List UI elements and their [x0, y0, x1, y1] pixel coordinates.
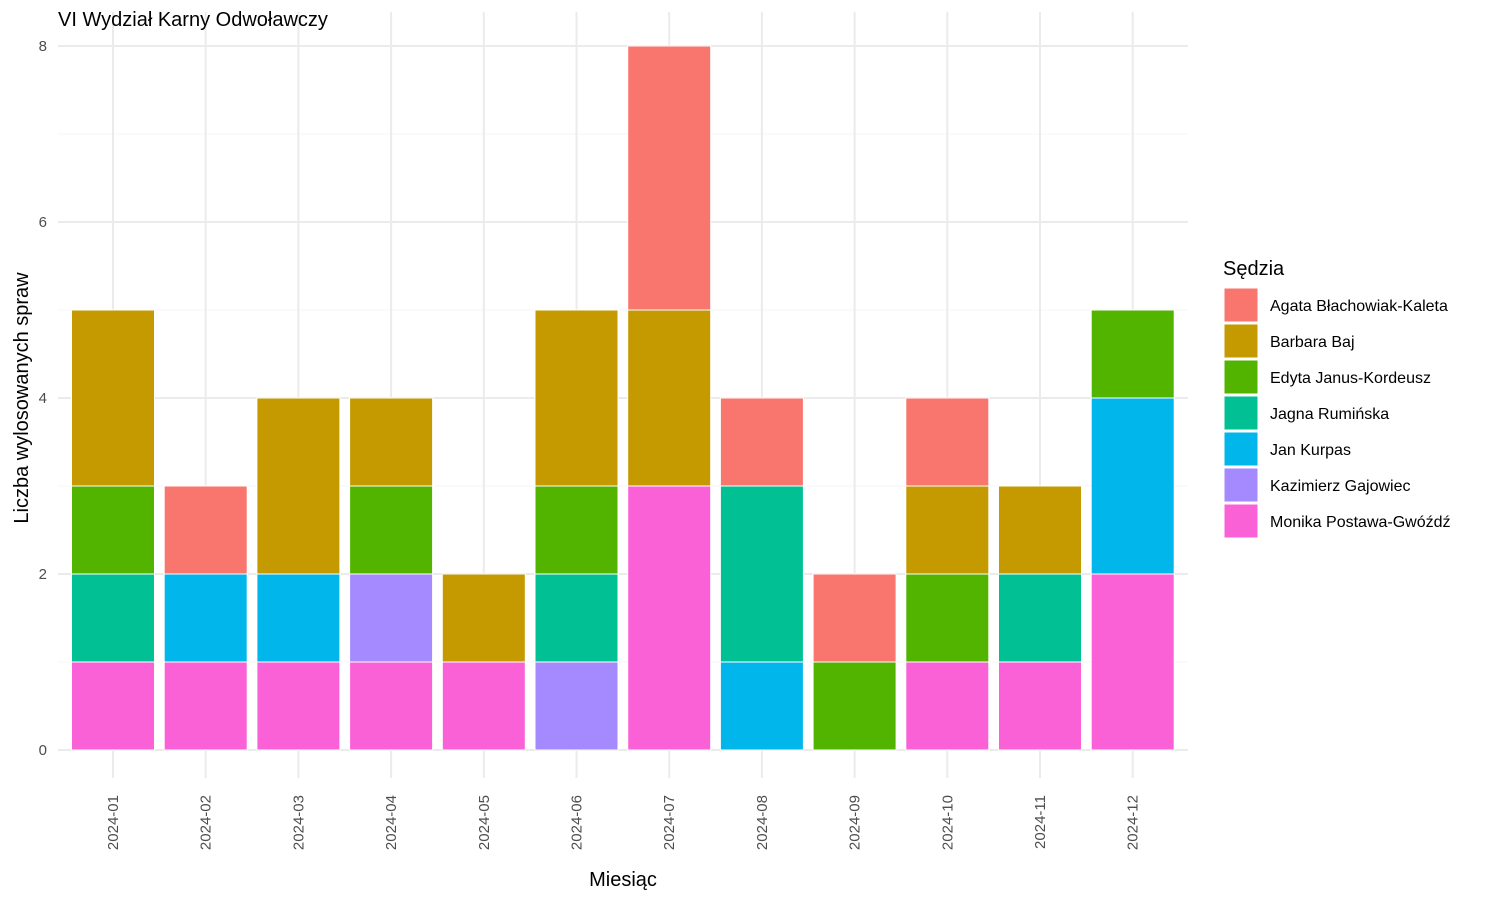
x-tick-label: 2024-02 [198, 795, 215, 850]
bar-segment-2024-07-barbara-baj [627, 309, 712, 487]
x-axis-title: Miesiąc [589, 869, 657, 891]
x-tick-label: 2024-07 [661, 795, 678, 850]
legend-key [1223, 503, 1259, 539]
bar-segment-2024-12-jan-kurpas [1090, 397, 1175, 575]
legend-key [1223, 395, 1259, 431]
x-tick-label: 2024-08 [754, 795, 771, 850]
bar-segment-2024-11-barbara-baj [998, 485, 1082, 575]
x-tick-label: 2024-04 [383, 795, 400, 850]
bar-segment-2024-09-agata-b-achowiak-kaleta [812, 573, 897, 663]
y-tick-label: 0 [39, 742, 47, 759]
bar-segment-2024-12-edyta-janus-kordeusz [1090, 309, 1175, 399]
bar-segment-2024-04-edyta-janus-kordeusz [349, 485, 434, 575]
bar-segment-2024-05-monika-postawa-gwo-z-dz [441, 661, 526, 751]
legend-key [1223, 359, 1259, 395]
bar-segment-2024-01-jagna-rumin-ska [71, 573, 155, 663]
x-tick-label: 2024-11 [1032, 795, 1049, 849]
y-tick-label: 4 [39, 390, 47, 407]
bar-segment-2024-06-barbara-baj [534, 309, 619, 487]
bar-segment-2024-05-barbara-baj [441, 573, 526, 663]
bar-segment-2024-11-jagna-rumin-ska [998, 573, 1082, 663]
x-tick-label: 2024-01 [105, 795, 122, 850]
bar-segment-2024-04-monika-postawa-gwo-z-dz [349, 661, 434, 751]
x-tick-label: 2024-03 [290, 795, 307, 850]
bar-segment-2024-06-edyta-janus-kordeusz [534, 485, 619, 575]
x-tick-label: 2024-05 [476, 795, 493, 850]
legend-label: Barbara Baj [1270, 334, 1355, 351]
bar-segment-2024-08-jagna-rumin-ska [719, 485, 804, 663]
bar-segment-2024-10-monika-postawa-gwo-z-dz [905, 661, 990, 751]
legend-label: Kazimierz Gajowiec [1270, 478, 1410, 495]
x-tick-label: 2024-10 [939, 795, 956, 850]
bar-segment-2024-07-monika-postawa-gwo-z-dz [627, 485, 712, 751]
bar-segment-2024-01-monika-postawa-gwo-z-dz [71, 661, 155, 751]
bar-segment-2024-10-edyta-janus-kordeusz [905, 573, 990, 663]
legend-key [1223, 431, 1259, 467]
chart-title: VI Wydział Karny Odwoławczy [58, 9, 328, 31]
x-tick-label: 2024-12 [1125, 795, 1142, 850]
legend-label: Agata Błachowiak-Kaleta [1270, 298, 1448, 315]
bar-segment-2024-04-kazimierz-gajowiec [349, 573, 434, 663]
x-tick-label: 2024-06 [569, 795, 586, 850]
bar-segment-2024-01-edyta-janus-kordeusz [71, 485, 155, 575]
x-tick-label: 2024-09 [847, 795, 864, 850]
legend-label: Jagna Rumińska [1270, 406, 1389, 423]
legend-key [1223, 467, 1259, 503]
bars-layer [71, 45, 1175, 751]
y-tick-label: 6 [39, 214, 47, 231]
bar-segment-2024-03-jan-kurpas [256, 573, 341, 663]
bar-segment-2024-09-edyta-janus-kordeusz [812, 661, 897, 751]
bar-segment-2024-10-agata-b-achowiak-kaleta [905, 397, 990, 487]
bar-segment-2024-10-barbara-baj [905, 485, 990, 575]
bar-segment-2024-11-monika-postawa-gwo-z-dz [998, 661, 1082, 751]
bar-segment-2024-06-kazimierz-gajowiec [534, 661, 619, 751]
bar-segment-2024-07-agata-b-achowiak-kaleta [627, 45, 712, 311]
legend: Sędzia Agata Błachowiak-Kaleta Barbara Ba… [1223, 258, 1451, 539]
y-tick-label: 8 [39, 38, 47, 55]
legend-key [1223, 287, 1259, 323]
y-tick-label: 2 [39, 566, 47, 583]
bar-segment-2024-03-monika-postawa-gwo-z-dz [256, 661, 341, 751]
bar-segment-2024-06-jagna-rumin-ska [534, 573, 619, 663]
bar-segment-2024-12-monika-postawa-gwo-z-dz [1090, 573, 1175, 751]
legend-label: Monika Postawa-Gwóźdź [1270, 514, 1451, 531]
legend-label: Edyta Janus-Kordeusz [1270, 370, 1431, 387]
axes-layer: 0 2 4 6 8 2024-01 2024-02 2024-03 2024-04 2024-05… [39, 38, 1142, 850]
legend-title: Sędzia [1223, 258, 1285, 280]
bar-segment-2024-01-barbara-baj [71, 309, 155, 487]
legend-label: Jan Kurpas [1270, 442, 1351, 459]
legend-key [1223, 323, 1259, 359]
bar-segment-2024-02-agata-b-achowiak-kaleta [163, 485, 248, 575]
bar-segment-2024-08-jan-kurpas [719, 661, 804, 751]
bar-segment-2024-02-jan-kurpas [163, 573, 248, 663]
bar-segment-2024-02-monika-postawa-gwo-z-dz [163, 661, 248, 751]
bar-segment-2024-04-barbara-baj [349, 397, 434, 487]
y-axis-title: Liczba wylosowanych spraw [11, 272, 33, 524]
bar-segment-2024-03-barbara-baj [256, 397, 341, 575]
bar-segment-2024-08-agata-b-achowiak-kaleta [719, 397, 804, 487]
